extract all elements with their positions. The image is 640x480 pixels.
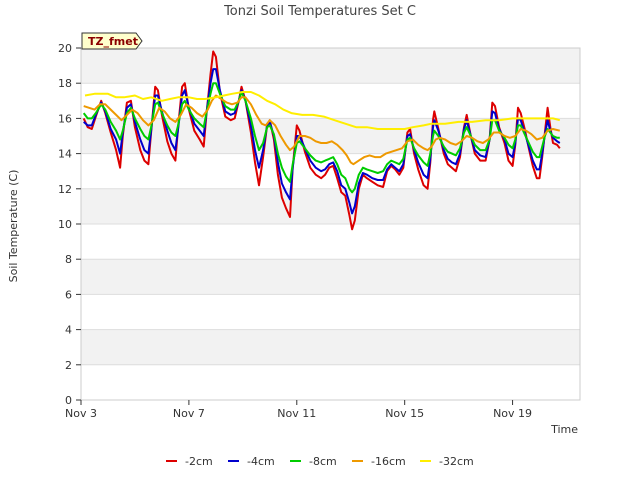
plot-band <box>81 188 580 224</box>
y-tick-label: 20 <box>58 42 72 55</box>
y-tick-label: 2 <box>65 359 72 372</box>
y-tick-label: 16 <box>58 112 72 125</box>
x-axis-ticks: Nov 3 Nov 7 Nov 11 Nov 15 Nov 19 <box>65 400 532 420</box>
plot-band <box>81 48 580 84</box>
legend-item: -8cm <box>290 455 337 468</box>
plot-band <box>81 224 580 260</box>
legend-label: -8cm <box>309 455 337 468</box>
y-tick-label: 4 <box>65 324 72 337</box>
legend-item: -2cm <box>166 455 213 468</box>
plot-bands <box>81 48 580 400</box>
legend-label: -32cm <box>439 455 474 468</box>
site-badge: TZ_fmet <box>81 32 143 50</box>
chart-title: Tonzi Soil Temperatures Set C <box>223 4 416 19</box>
series-line-4cm <box>83 68 561 215</box>
series-line-16cm <box>83 94 561 166</box>
y-tick-label: 10 <box>58 218 72 231</box>
x-tick-label: Nov 7 <box>173 407 205 420</box>
plot-band <box>81 259 580 295</box>
plot-band <box>81 364 580 400</box>
series-line-32cm <box>84 91 561 130</box>
y-axis-ticks: 0 2 4 6 8 10 12 14 16 18 20 <box>58 42 81 407</box>
y-tick-label: 12 <box>58 183 72 196</box>
legend: -2cm -4cm -8cm -16cm -32cm <box>166 455 474 468</box>
legend-item: -4cm <box>228 455 275 468</box>
site-badge-label: TZ_fmet <box>88 35 138 48</box>
legend-label: -4cm <box>247 455 275 468</box>
x-tick-label: Nov 19 <box>493 407 532 420</box>
x-tick-label: Nov 3 <box>65 407 97 420</box>
y-tick-label: 14 <box>58 148 72 161</box>
legend-item: -16cm <box>352 455 406 468</box>
y-tick-label: 18 <box>58 77 72 90</box>
y-tick-label: 8 <box>65 253 72 266</box>
series-lines <box>82 50 561 231</box>
plot-band <box>81 294 580 330</box>
y-tick-label: 0 <box>65 394 72 407</box>
legend-item: -32cm <box>420 455 474 468</box>
site-badge-shape <box>81 32 143 50</box>
y-axis-label: Soil Temperature (C) <box>7 170 20 283</box>
x-tick-label: Nov 15 <box>385 407 424 420</box>
y-tick-label: 6 <box>65 288 72 301</box>
x-axis-label: Time <box>550 423 578 436</box>
series-line-2cm <box>82 50 561 231</box>
plot-band <box>81 153 580 189</box>
legend-label: -2cm <box>185 455 213 468</box>
x-tick-label: Nov 11 <box>277 407 316 420</box>
legend-label: -16cm <box>371 455 406 468</box>
series-line-8cm <box>82 82 560 194</box>
plot-band <box>81 329 580 365</box>
